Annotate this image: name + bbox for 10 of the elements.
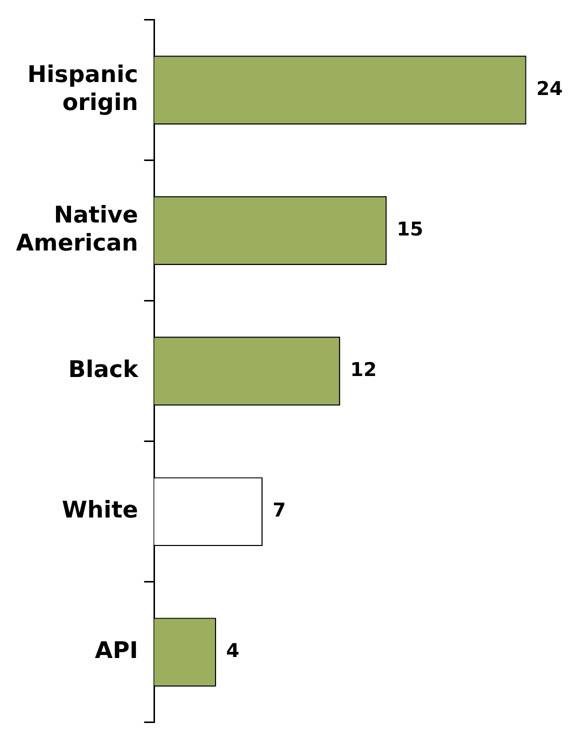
data-label: 15	[396, 218, 424, 241]
y-tick-label: API	[94, 638, 138, 664]
y-tick-label: White	[62, 498, 138, 524]
data-label: 4	[226, 640, 240, 662]
y-tick-label: Black	[68, 357, 139, 384]
y-tick-label: Hispanic origin	[27, 62, 138, 116]
data-label: 24	[536, 78, 563, 100]
y-tick-label: Native American	[16, 202, 138, 256]
data-label: 7	[272, 500, 286, 522]
data-label: 12	[350, 359, 377, 382]
